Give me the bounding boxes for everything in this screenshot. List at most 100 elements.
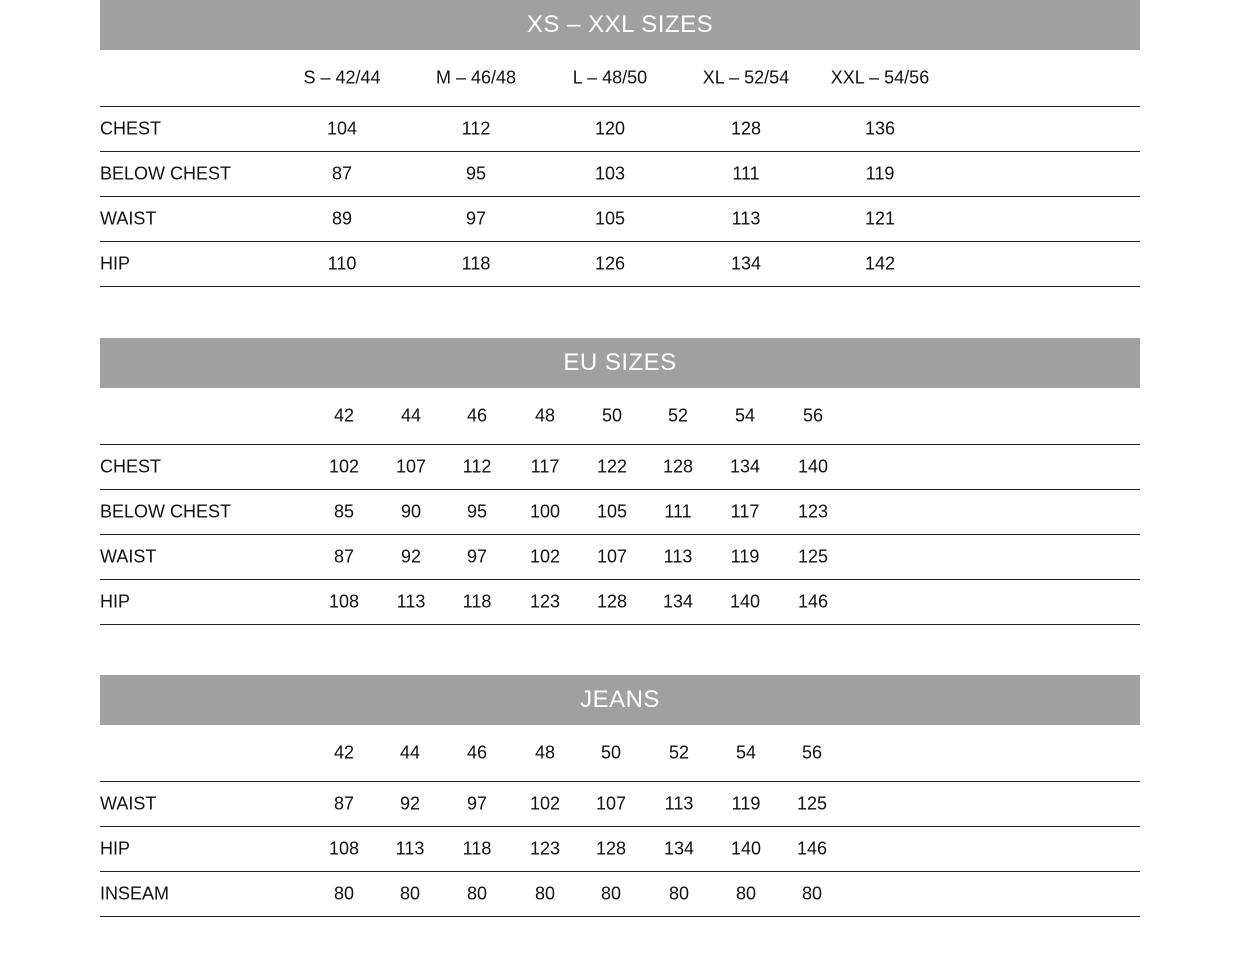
table-cell: 80 bbox=[534, 883, 556, 904]
table-cell: 102 bbox=[529, 546, 561, 567]
section-title: JEANS bbox=[100, 675, 1140, 725]
table-cell: 92 bbox=[399, 793, 421, 814]
column-header: M – 46/48 bbox=[435, 67, 517, 88]
table-cell: 80 bbox=[466, 883, 488, 904]
section-xs-xxl-sizes: XS – XXL SIZES S – 42/44 M – 46/48 L – 48/5… bbox=[100, 0, 1140, 287]
table-cell: 146 bbox=[797, 591, 829, 612]
table-row: HIP 108 113 118 123 128 134 140 146 bbox=[100, 827, 1140, 872]
table-cell: 119 bbox=[730, 546, 760, 567]
column-header: L – 48/50 bbox=[572, 67, 648, 88]
table-row: HIP 110 118 126 134 142 bbox=[100, 242, 1140, 287]
table-cell: 128 bbox=[595, 838, 627, 859]
table-cell: 113 bbox=[663, 546, 693, 567]
table-cell: 95 bbox=[465, 163, 487, 184]
column-header: 46 bbox=[466, 405, 488, 426]
table-cell: 80 bbox=[668, 883, 690, 904]
table-cell: 95 bbox=[466, 501, 488, 522]
table-row: WAIST 87 92 97 102 107 113 119 125 bbox=[100, 782, 1140, 827]
row-label: HIP bbox=[100, 253, 131, 274]
table-cell: 122 bbox=[596, 456, 628, 477]
column-header: 46 bbox=[466, 742, 488, 763]
row-label: WAIST bbox=[100, 546, 157, 567]
table-cell: 117 bbox=[530, 456, 560, 477]
table-cell: 87 bbox=[333, 793, 355, 814]
table-row: HIP 108 113 118 123 128 134 140 146 bbox=[100, 580, 1140, 625]
table-cell: 107 bbox=[595, 793, 627, 814]
table-row: BELOW CHEST 87 95 103 111 119 bbox=[100, 152, 1140, 197]
table-cell: 142 bbox=[864, 253, 896, 274]
row-label: INSEAM bbox=[100, 883, 170, 904]
table-cell: 113 bbox=[395, 838, 425, 859]
row-label: WAIST bbox=[100, 208, 157, 229]
table-cell: 104 bbox=[326, 118, 358, 139]
row-label: BELOW CHEST bbox=[100, 501, 232, 522]
table-cell: 102 bbox=[328, 456, 360, 477]
column-header-row: 42 44 46 48 50 52 54 56 bbox=[100, 388, 1140, 445]
table-cell: 134 bbox=[663, 838, 695, 859]
table-cell: 97 bbox=[466, 546, 488, 567]
table-cell: 128 bbox=[730, 118, 762, 139]
table-cell: 125 bbox=[796, 793, 828, 814]
table-cell: 125 bbox=[797, 546, 829, 567]
table-row: WAIST 87 92 97 102 107 113 119 125 bbox=[100, 535, 1140, 580]
row-label: HIP bbox=[100, 838, 131, 859]
column-header: 48 bbox=[534, 742, 556, 763]
table-cell: 140 bbox=[797, 456, 829, 477]
table-cell: 140 bbox=[729, 591, 761, 612]
table-cell: 92 bbox=[400, 546, 422, 567]
table-cell: 123 bbox=[529, 591, 561, 612]
column-header: 50 bbox=[600, 742, 622, 763]
table-cell: 97 bbox=[466, 793, 488, 814]
table-cell: 119 bbox=[731, 793, 761, 814]
column-header: 42 bbox=[333, 742, 355, 763]
table-cell: 134 bbox=[662, 591, 694, 612]
table-cell: 80 bbox=[600, 883, 622, 904]
table-cell: 107 bbox=[596, 546, 628, 567]
column-header-row: S – 42/44 M – 46/48 L – 48/50 XL – 52/54 XXL… bbox=[100, 50, 1140, 107]
table-cell: 108 bbox=[328, 591, 360, 612]
table-cell: 140 bbox=[730, 838, 762, 859]
row-label: CHEST bbox=[100, 118, 162, 139]
table-row: CHEST 102 107 112 117 122 128 134 140 bbox=[100, 445, 1140, 490]
table-row: CHEST 104 112 120 128 136 bbox=[100, 107, 1140, 152]
table-cell: 128 bbox=[662, 456, 694, 477]
table-cell: 105 bbox=[596, 501, 628, 522]
table-cell: 123 bbox=[529, 838, 561, 859]
table-cell: 80 bbox=[399, 883, 421, 904]
column-header: 52 bbox=[667, 405, 689, 426]
column-header: 42 bbox=[333, 405, 355, 426]
table-cell: 80 bbox=[801, 883, 823, 904]
column-header: 44 bbox=[399, 742, 421, 763]
column-header: 50 bbox=[601, 405, 623, 426]
table-cell: 128 bbox=[596, 591, 628, 612]
table-cell: 118 bbox=[461, 253, 491, 274]
table-cell: 90 bbox=[400, 501, 422, 522]
table-cell: 108 bbox=[328, 838, 360, 859]
table-cell: 87 bbox=[333, 546, 355, 567]
table-cell: 89 bbox=[331, 208, 353, 229]
table-cell: 103 bbox=[594, 163, 626, 184]
column-header: 56 bbox=[801, 742, 823, 763]
table-cell: 118 bbox=[462, 838, 492, 859]
table-cell: 134 bbox=[729, 456, 761, 477]
section-title: XS – XXL SIZES bbox=[100, 0, 1140, 50]
table-cell: 126 bbox=[594, 253, 626, 274]
table-row: BELOW CHEST 85 90 95 100 105 111 117 123 bbox=[100, 490, 1140, 535]
table-cell: 120 bbox=[594, 118, 626, 139]
table-cell: 134 bbox=[730, 253, 762, 274]
row-label: WAIST bbox=[100, 793, 157, 814]
table-row: WAIST 89 97 105 113 121 bbox=[100, 197, 1140, 242]
table-cell: 119 bbox=[865, 163, 895, 184]
table-cell: 136 bbox=[864, 118, 896, 139]
row-label: HIP bbox=[100, 591, 131, 612]
table-cell: 110 bbox=[327, 253, 357, 274]
row-label: CHEST bbox=[100, 456, 162, 477]
table-cell: 100 bbox=[529, 501, 561, 522]
column-header: 52 bbox=[668, 742, 690, 763]
table-cell: 121 bbox=[864, 208, 896, 229]
table-cell: 123 bbox=[797, 501, 829, 522]
table-cell: 112 bbox=[462, 456, 492, 477]
table-cell: 105 bbox=[594, 208, 626, 229]
table-cell: 85 bbox=[333, 501, 355, 522]
column-header: 54 bbox=[734, 405, 756, 426]
